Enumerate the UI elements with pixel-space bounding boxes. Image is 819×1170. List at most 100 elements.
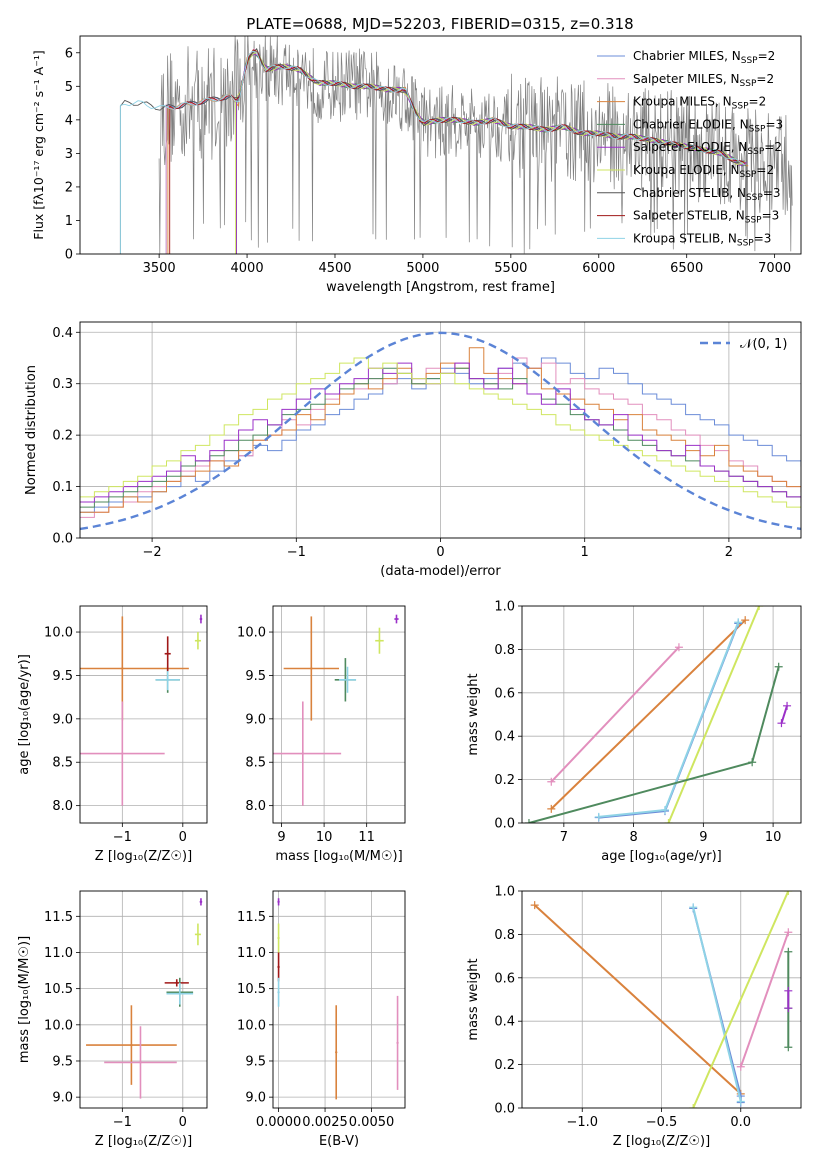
- x-tick-label: 0.0025: [302, 1115, 348, 1130]
- x-axis-label: Z [log₁₀(Z/Z☉)]: [95, 1134, 192, 1149]
- y-tick-label: 0.0: [494, 1102, 515, 1117]
- plus-marker: [741, 616, 750, 625]
- plus-marker: [547, 777, 556, 786]
- weight-line: [598, 621, 740, 818]
- x-tick-label: 10: [316, 830, 333, 845]
- x-tick-label: 6500: [670, 261, 703, 276]
- axes-frame: [79, 321, 802, 539]
- point-marker: [166, 678, 169, 681]
- spectrum-plot-area: [119, 36, 793, 254]
- weight-line: [534, 904, 742, 1095]
- y-tick-label: 0.6: [494, 971, 515, 986]
- plus-marker: [736, 1097, 745, 1106]
- legend-subscript: SSP: [741, 56, 758, 66]
- point-marker: [277, 936, 280, 940]
- age_vs_mass-plot-area: [273, 606, 405, 823]
- axes-frame: [521, 890, 802, 1109]
- plus-marker: [674, 643, 683, 652]
- weight-line: [550, 619, 746, 810]
- y-axis-label: Normed distribution: [24, 365, 39, 495]
- plus-marker: [783, 701, 792, 710]
- x-axis-label: E(B-V): [319, 1134, 359, 1149]
- point-marker: [196, 933, 200, 936]
- mass_vs_ebv-panel: 0.0000 0.0025 0.0050 9.0 9.5 10.0 10.5 11.0 11.5…: [237, 890, 406, 1149]
- x-tick-label: −1: [113, 1115, 132, 1130]
- point-marker: [378, 639, 381, 642]
- legend-label: 𝒩(0, 1): [740, 337, 787, 352]
- data-point: [339, 666, 357, 693]
- x-tick-label: 4500: [318, 261, 351, 276]
- x-axis-label: age [log₁₀(age/yr)]: [601, 849, 722, 864]
- x-axis-label: (data-model)/error: [380, 564, 501, 579]
- residual-histogram-4: [80, 362, 801, 503]
- data-point: [86, 1005, 177, 1085]
- x-tick-label: −1: [113, 830, 132, 845]
- legend-value: =3: [763, 186, 781, 200]
- y-tick-label: 0.0: [52, 532, 73, 547]
- x-axis-label: wavelength [Angstrom, rest frame]: [326, 280, 555, 295]
- x-tick-label: 0.0: [730, 1115, 751, 1130]
- x-axis-label: Z [log₁₀(Z/Z☉)]: [95, 849, 192, 864]
- y-tick-label: 3: [65, 147, 73, 162]
- model-spectrum-8: [119, 50, 745, 254]
- data-point: [283, 616, 339, 721]
- plus-marker: [664, 819, 673, 823]
- x-tick-label: 1: [581, 545, 589, 560]
- data-point: [394, 614, 399, 624]
- y-axis-label: age [log₁₀(age/yr)]: [17, 654, 32, 775]
- y-tick-label: 9.5: [245, 669, 266, 684]
- legend-label: Chabrier ELODIE, NSSP=3: [633, 117, 783, 134]
- weight-line: [598, 623, 740, 819]
- y-tick-label: 11.0: [237, 946, 266, 961]
- figure-title: PLATE=0688, MJD=52203, FIBERID=0315, z=0…: [246, 15, 633, 33]
- point-marker: [335, 1051, 338, 1054]
- residuals-plot-area: [80, 322, 801, 538]
- x-tick-label: 0.0000: [256, 1115, 302, 1130]
- y-tick-label: 0: [65, 248, 73, 263]
- x-tick-label: 3500: [143, 261, 176, 276]
- legend-value: =3: [765, 117, 783, 131]
- point-marker: [277, 965, 280, 969]
- y-tick-label: 0.8: [494, 643, 515, 658]
- legend-label: Kroupa ELODIE, NSSP=2: [633, 163, 774, 180]
- axes-frame: [521, 605, 802, 824]
- y-tick-label: 8.5: [52, 756, 73, 771]
- point-marker: [175, 981, 178, 985]
- point-marker: [199, 617, 203, 621]
- y-tick-label: 0.8: [494, 928, 515, 943]
- x-tick-label: −2: [143, 545, 162, 560]
- data-point: [155, 669, 180, 691]
- age_vs_z-panel: −1 0 8.0 8.5 9.0 9.5 10.0 Z [log₁₀(Z/Z☉)] age [l…: [17, 605, 208, 864]
- legend-subscript: SSP: [737, 238, 754, 248]
- residual-histogram-5: [80, 357, 801, 508]
- point-marker: [199, 900, 203, 904]
- legend-subscript: SSP: [732, 102, 749, 112]
- legend-label: Kroupa STELIB, NSSP=3: [633, 231, 771, 248]
- legend-subscript: SSP: [747, 147, 764, 157]
- y-tick-label: 0.6: [494, 686, 515, 701]
- legend-value: =3: [762, 209, 780, 223]
- weight-line: [692, 907, 742, 1102]
- plus-marker: [689, 1104, 698, 1108]
- x-tick-label: 8: [629, 830, 637, 845]
- point-marker: [166, 652, 169, 655]
- y-tick-label: 9.5: [52, 669, 73, 684]
- y-tick-label: 10.5: [44, 982, 73, 997]
- mass_vs_z-plot-area: [80, 891, 207, 1108]
- point-marker: [139, 1061, 142, 1064]
- y-tick-label: 9.0: [52, 712, 73, 727]
- point-marker: [395, 617, 398, 621]
- mass_weight_vs_z-panel: −1.0 −0.5 0.0 0.0 0.2 0.4 0.6 0.8 1.0 Z [log₁₀(Z/…: [466, 885, 802, 1149]
- legend-value: =3: [754, 231, 772, 245]
- y-tick-label: 10.0: [44, 626, 73, 641]
- mass_weight_vs_z-plot-area: [522, 891, 801, 1108]
- data-point: [277, 898, 280, 906]
- plus-marker: [784, 1043, 793, 1052]
- plus-marker: [689, 903, 698, 912]
- spectrum-panel: 3500 4000 4500 5000 5500 6000 6500 7000 0 1 2 3 4 5 6 w…: [31, 35, 802, 295]
- plus-marker: [784, 1004, 793, 1013]
- plus-marker: [774, 662, 783, 671]
- axes-frame: [79, 605, 208, 824]
- weight-line: [550, 646, 680, 783]
- weight-line: [528, 666, 780, 823]
